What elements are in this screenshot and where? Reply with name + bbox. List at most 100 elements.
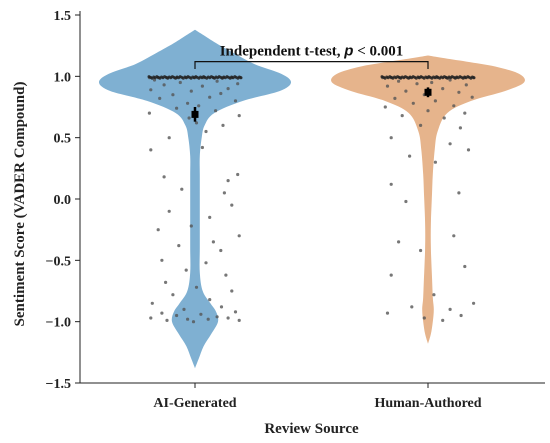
data-point-ai-generated [236,82,240,86]
data-point-ai-generated [226,316,230,320]
data-point-ai-generated [200,84,204,88]
data-point-ai-generated [215,315,219,319]
data-point-ai-generated [222,191,226,195]
data-point-human-authored [464,83,468,87]
significance-p-value: < 0.001 [353,44,403,60]
data-point-human-authored [459,313,463,318]
data-point-human-authored [430,80,434,85]
x-tick-label-human-authored: Human-Authored [374,396,481,411]
data-point-human-authored [457,191,461,195]
data-point-ai-generated [233,310,238,314]
data-point-human-authored [452,104,456,108]
mean-marker-ai-generated [191,110,199,118]
data-point-ai-generated [224,273,228,277]
data-point-human-authored [383,105,387,109]
data-point-ai-generated [197,104,201,108]
data-point-ai-generated [158,96,162,100]
data-point-human-authored [470,95,474,99]
x-tick-label-ai-generated: AI-Generated [153,396,236,411]
data-point-ai-generated [208,215,212,219]
data-point-human-authored [448,307,452,311]
data-point-ai-generated [180,187,184,191]
data-point-human-authored [433,99,437,103]
data-point-human-authored [385,311,390,315]
data-point-ai-generated [219,248,223,253]
points-layer [147,75,476,324]
data-point-ai-generated [211,240,215,244]
data-point-human-authored [442,116,446,120]
data-point-ai-generated [167,209,171,213]
data-point-ai-generated [175,313,179,318]
data-point-ai-generated [237,234,241,238]
data-point-ai-generated [230,289,234,293]
data-point-ai-generated [149,316,153,320]
data-point-ai-generated [233,99,238,103]
data-point-ai-generated [194,285,199,289]
data-point-human-authored [404,199,408,204]
data-point-ai-generated [149,148,153,152]
data-point-human-authored [389,136,393,140]
data-point-ai-generated [160,311,164,315]
y-tick-label: −1.5 [46,377,71,392]
data-point-ai-generated [156,228,160,232]
data-point-ai-generated [214,109,218,113]
data-point-human-authored [426,109,430,113]
data-point-ai-generated [239,76,243,80]
data-point-ai-generated [150,301,154,305]
data-point-human-authored [415,82,419,86]
y-axis-title: Sentiment Score (VADER Compound) [12,82,28,327]
data-point-ai-generated [208,95,212,99]
data-point-human-authored [441,87,445,91]
y-tick-label: 1.0 [54,70,72,85]
data-point-ai-generated [194,121,199,125]
data-point-human-authored [397,240,401,244]
mean-marker-human-authored [424,88,432,96]
data-point-human-authored [385,84,390,88]
data-point-ai-generated [204,261,208,265]
data-point-human-authored [408,154,412,158]
data-point-ai-generated [182,307,186,311]
significance-p-symbol: p [343,43,353,60]
data-point-human-authored [422,316,426,320]
data-point-ai-generated [204,129,208,134]
data-point-ai-generated [236,172,240,177]
data-point-human-authored [463,264,467,269]
data-point-ai-generated [177,244,181,248]
axes-layer: AI-Generated Human-Authored −1.5 −1.0 −0.5 0.… [46,9,545,411]
data-point-ai-generated [237,318,241,322]
data-point-human-authored [457,90,461,94]
data-point-human-authored [448,142,452,146]
data-point-human-authored [393,96,397,100]
data-point-human-authored [419,123,423,127]
data-point-human-authored [433,160,437,164]
x-axis-title: Review Source [264,421,359,437]
data-point-ai-generated [191,320,196,324]
data-point-ai-generated [171,93,175,97]
data-point-ai-generated [189,224,193,228]
significance-test-text: Independent t-test, [220,44,345,60]
data-point-human-authored [441,318,445,322]
y-tick-label: −0.5 [46,254,71,269]
data-point-ai-generated [221,123,225,127]
y-tick-label: 1.5 [54,9,72,24]
violins-layer [98,29,525,369]
violin-human-authored [331,55,525,344]
data-point-human-authored [466,148,471,152]
data-point-human-authored [400,114,404,118]
data-point-ai-generated [165,318,169,322]
means-layer [191,87,432,122]
data-point-human-authored [472,301,476,305]
data-point-ai-generated [237,114,241,118]
y-tick-label: 0.0 [54,193,72,208]
data-point-human-authored [463,111,467,115]
data-point-ai-generated [189,89,193,93]
data-point-human-authored [411,101,415,105]
data-point-ai-generated [215,79,219,83]
data-point-ai-generated [206,317,210,321]
violin-ai-generated [98,29,292,369]
data-point-ai-generated [208,298,212,302]
data-point-ai-generated [199,312,203,316]
data-point-ai-generated [160,258,164,262]
